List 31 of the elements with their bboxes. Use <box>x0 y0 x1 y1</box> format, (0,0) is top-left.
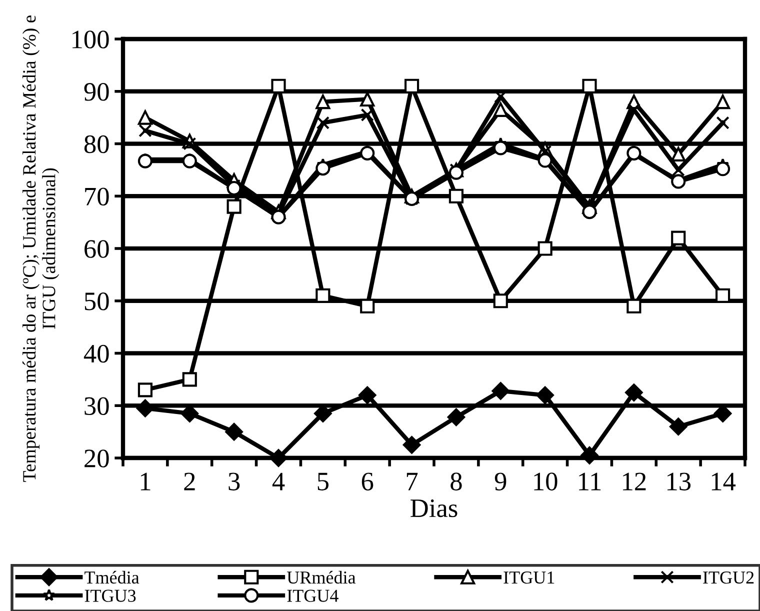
legend-label: ITGU2 <box>703 571 754 584</box>
x-axis-title: Dias <box>410 499 458 518</box>
y-tick-label: 30 <box>84 397 109 416</box>
y-axis-title: Temperatura média do ar (ºC); Umidade Relativa Média (%) e ITGU (adimensional) <box>22 15 60 482</box>
y-tick-label: 70 <box>85 188 109 206</box>
y-tick-label: 100 <box>72 30 109 48</box>
x-tick-label: 14 <box>712 472 736 490</box>
legend-label: URmédia <box>286 570 356 584</box>
y-tick-label: 60 <box>84 240 109 258</box>
y-tick-label: 50 <box>84 292 109 310</box>
x-tick-label: 5 <box>318 472 328 490</box>
y-tick-label: 80 <box>84 135 109 154</box>
x-tick-label: 8 <box>450 472 462 490</box>
x-tick-label: 1 <box>140 472 150 490</box>
y-tick-label: 20 <box>84 450 109 468</box>
x-tick-label: 4 <box>272 472 285 490</box>
legend-label: Tmédia <box>84 570 140 584</box>
y-tick-label: 90 <box>84 82 109 101</box>
x-tick-label: 3 <box>228 472 240 490</box>
legend-label: ITGU4 <box>287 590 338 602</box>
x-tick-label: 10 <box>534 472 558 490</box>
legend-label: ITGU1 <box>504 571 554 584</box>
x-tick-label: 12 <box>623 472 646 490</box>
x-tick-label: 13 <box>667 472 691 490</box>
x-tick-label: 7 <box>406 472 418 490</box>
x-tick-label: 6 <box>362 472 374 490</box>
x-tick-label: 9 <box>494 472 506 490</box>
x-tick-label: 11 <box>579 472 601 490</box>
legend-label: ITGU3 <box>84 590 136 602</box>
x-tick-label: 2 <box>184 472 195 490</box>
y-tick-label: 40 <box>84 344 109 363</box>
